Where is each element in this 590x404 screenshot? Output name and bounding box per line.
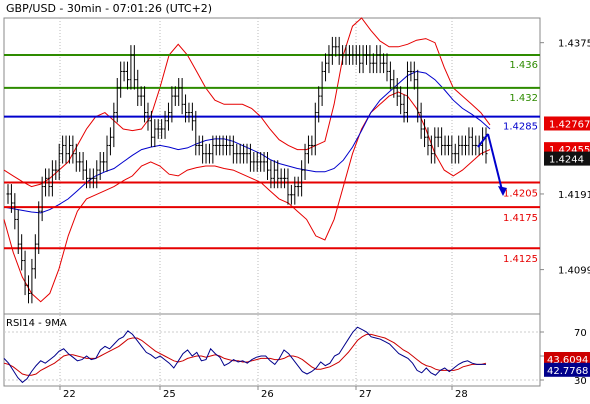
current-price-box: 1.4244 [549, 155, 584, 166]
rsi-value-box-bg [544, 362, 590, 377]
rsi-panel-title: RSI14 - 9MA [6, 318, 67, 329]
current-price-box-bg [544, 151, 590, 166]
level-label: 1.4285 [503, 122, 538, 133]
x-tick-label: 25 [163, 389, 176, 400]
projection-arrow-line [487, 133, 504, 195]
projection-lead-line [477, 133, 489, 148]
bollinger-lower-line [3, 91, 491, 303]
level-label: 1.4205 [503, 188, 538, 199]
chart-title: GBP/USD - 30min - 07:01:26 (UTC+2) [6, 2, 212, 15]
rsi-panel-frame [3, 313, 541, 387]
rsi-ma-value-box: 43.6094 [547, 355, 588, 366]
level-label: 1.4175 [503, 213, 538, 224]
x-tick-label: 28 [455, 389, 468, 400]
x-tick-label: 27 [359, 389, 372, 400]
price-tick-label: 1.4191 [558, 190, 590, 201]
price-tick-label: 1.4375 [558, 39, 590, 50]
rsi-ma-value-box-bg [544, 352, 590, 366]
x-tick-label: 26 [261, 389, 274, 400]
projection-arrow-head [498, 185, 507, 196]
level-label: 1.4125 [503, 254, 538, 265]
rsi-tick-label: 30 [574, 376, 587, 387]
rsi-line [3, 326, 486, 384]
upper-band-value-box: 1.42767 [549, 119, 590, 130]
lower-band-value-box: 1.42455 [549, 145, 590, 156]
x-tick-label: 22 [63, 389, 76, 400]
rsi-tick-label: 70 [574, 328, 587, 339]
bollinger-upper-line [3, 17, 491, 188]
level-label: 1.436 [509, 60, 538, 71]
rsi-value-box: 42.7768 [547, 366, 588, 377]
level-label: 1.432 [509, 93, 538, 104]
price-tick-label: 1.4099 [558, 266, 590, 277]
upper-band-value-box-bg [544, 116, 590, 131]
